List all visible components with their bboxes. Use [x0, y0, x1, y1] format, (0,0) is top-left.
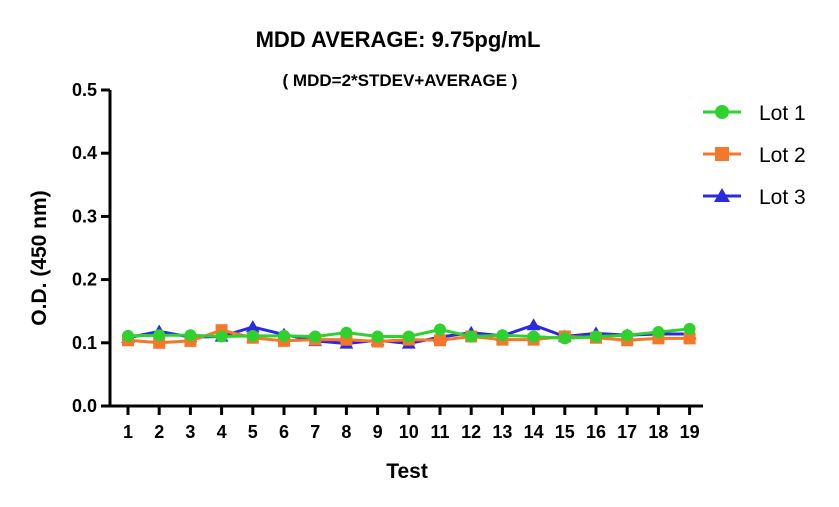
data-point	[558, 332, 571, 345]
x-tick-label: 15	[555, 422, 575, 442]
x-tick-label: 10	[399, 422, 419, 442]
legend-label: Lot 1	[759, 102, 806, 125]
series-lot-1	[122, 322, 696, 345]
data-point	[340, 326, 353, 339]
legend-marker	[713, 187, 731, 203]
data-point	[122, 329, 134, 342]
data-point	[683, 332, 696, 345]
data-point	[434, 334, 446, 347]
legend-marker	[715, 105, 729, 119]
y-tick-label: 0.1	[72, 333, 97, 353]
data-point	[278, 329, 290, 342]
y-tick-label: 0.3	[72, 206, 97, 226]
data-point	[402, 330, 415, 343]
axes: 0.00.10.20.30.40.51 2 3 4 5 6 7 8 9 10 11 12 13 14 15 1…	[72, 80, 703, 442]
data-point	[153, 329, 166, 342]
y-tick-label: 0.0	[72, 396, 97, 416]
data-point	[621, 329, 634, 342]
x-tick-label: 2	[154, 422, 164, 442]
legend-label: Lot 2	[759, 144, 806, 167]
data-point	[683, 322, 696, 335]
x-tick-label: 14	[524, 422, 544, 442]
x-tick-label: 6	[279, 422, 289, 442]
x-tick-label: 19	[680, 422, 700, 442]
data-point	[184, 329, 197, 342]
x-tick-label: 18	[648, 422, 668, 442]
data-point	[246, 329, 259, 342]
y-axis-label: O.D. (450 nm)	[28, 190, 51, 325]
legend-item: Lot 3	[703, 186, 806, 209]
x-tick-label: 13	[492, 422, 512, 442]
data-point	[496, 329, 509, 342]
data-point	[526, 318, 541, 331]
data-point	[215, 330, 228, 343]
x-tick-label: 9	[373, 422, 383, 442]
legend-item: Lot 1	[703, 102, 806, 125]
data-point	[245, 320, 260, 333]
legend: Lot 1 Lot 2 Lot 3	[703, 102, 806, 209]
data-point	[465, 330, 478, 343]
legend-marker	[715, 147, 729, 161]
y-tick-label: 0.2	[72, 270, 97, 290]
x-tick-label: 1	[123, 422, 133, 442]
data-point	[652, 326, 665, 339]
x-tick-label: 7	[310, 422, 320, 442]
legend-item: Lot 2	[703, 144, 806, 167]
data-point	[434, 323, 446, 336]
y-tick-label: 0.5	[72, 80, 97, 100]
data-point	[371, 330, 384, 343]
x-tick-label: 3	[185, 422, 195, 442]
x-tick-label: 4	[217, 422, 227, 442]
series-layer	[121, 318, 697, 349]
x-axis-label: Test	[386, 460, 428, 483]
data-point	[590, 330, 602, 343]
x-tick-label: 16	[586, 422, 606, 442]
data-point	[527, 330, 540, 343]
chart-subtitle: ( MDD=2*STDEV+AVERAGE )	[283, 71, 518, 90]
x-tick-label: 8	[341, 422, 351, 442]
x-tick-label: 17	[617, 422, 637, 442]
x-tick-label: 11	[430, 422, 449, 442]
chart-title: MDD AVERAGE: 9.75pg/mL	[256, 27, 541, 52]
x-tick-label: 5	[248, 422, 258, 442]
legend-label: Lot 3	[759, 186, 806, 209]
data-point	[309, 330, 322, 343]
y-tick-label: 0.4	[72, 143, 97, 163]
x-tick-label: 12	[461, 422, 481, 442]
